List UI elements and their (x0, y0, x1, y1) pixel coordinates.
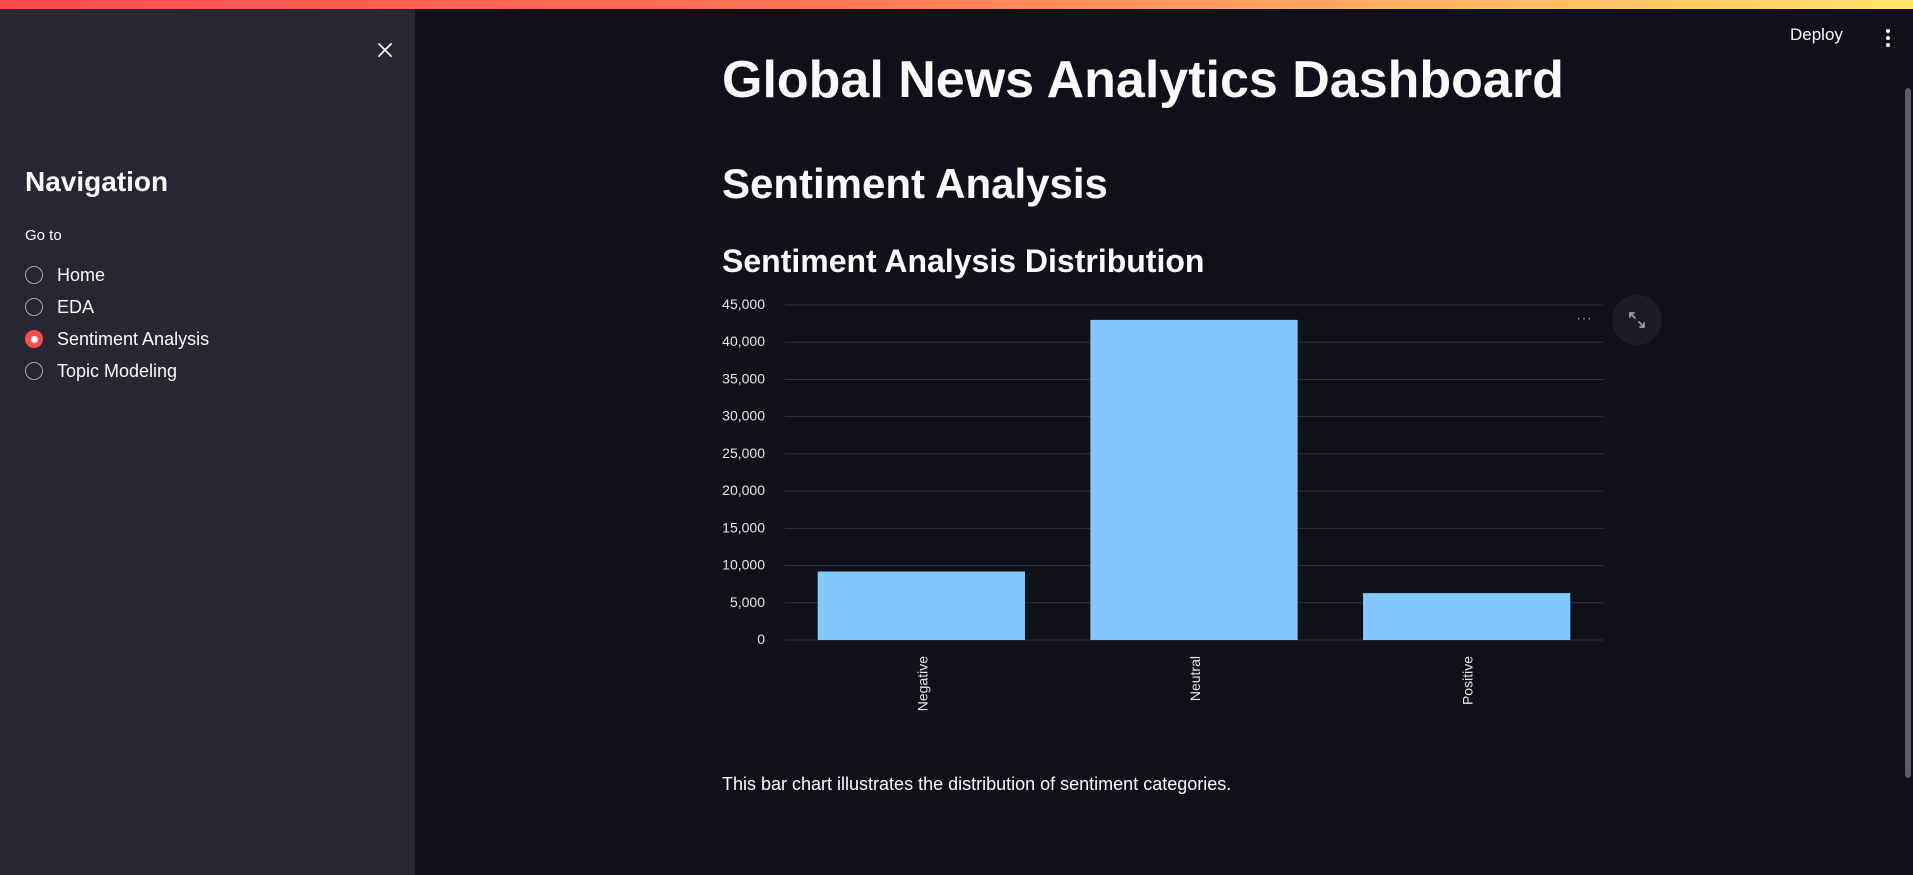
page-title: Global News Analytics Dashboard (722, 51, 1564, 109)
radio-option-label: Topic Modeling (57, 360, 178, 381)
radio-unchecked-icon[interactable] (25, 266, 43, 284)
y-tick-label: 40,000 (722, 333, 765, 349)
page-scrollbar[interactable] (1905, 88, 1911, 778)
sidebar-title: Navigation (25, 166, 169, 197)
y-tick-label: 10,000 (722, 557, 765, 573)
radio-option-home[interactable]: Home (25, 259, 385, 291)
chart-more-options-button[interactable]: ··· (1576, 310, 1592, 327)
y-tick-label: 20,000 (722, 482, 765, 498)
radio-group-label: Go to (25, 227, 62, 244)
bar-positive (1363, 593, 1571, 640)
deploy-button[interactable]: Deploy (1790, 25, 1843, 44)
radio-option-sentiment-analysis[interactable]: Sentiment Analysis (25, 323, 385, 355)
expand-icon (1629, 312, 1645, 328)
y-tick-label: 15,000 (722, 519, 765, 535)
fullscreen-button[interactable] (1612, 295, 1662, 345)
radio-option-eda[interactable]: EDA (25, 291, 385, 323)
y-tick-label: 0 (757, 631, 765, 647)
radio-option-label: EDA (57, 296, 95, 317)
navigation-radio-group: Home EDA Sentiment Analysis Topic Modeling (25, 259, 385, 387)
radio-option-topic-modeling[interactable]: Topic Modeling (25, 355, 385, 387)
top-decoration-stripe (0, 0, 1913, 9)
y-tick-label: 5,000 (730, 594, 765, 610)
y-tick-label: 30,000 (722, 408, 765, 424)
sentiment-bar-chart: 0 5,000 10,000 15,000 20,000 25,000 30,000 35,0… (722, 296, 1603, 711)
x-tick-label: Neutral (1187, 656, 1203, 701)
bar-negative (817, 571, 1025, 640)
y-tick-label: 35,000 (722, 370, 765, 386)
radio-option-label: Home (57, 264, 106, 285)
radio-checked-icon[interactable] (25, 330, 43, 348)
bar-neutral (1090, 319, 1298, 640)
close-sidebar-button[interactable] (372, 37, 398, 63)
chart-title: Sentiment Analysis Distribution (722, 243, 1205, 279)
radio-unchecked-icon[interactable] (25, 298, 43, 316)
close-icon (378, 43, 392, 57)
y-tick-label: 45,000 (722, 296, 765, 312)
radio-unchecked-icon[interactable] (25, 362, 43, 380)
kebab-menu-icon (1886, 29, 1890, 47)
chart-caption: This bar chart illustrates the distribut… (722, 774, 1232, 794)
x-tick-label: Positive (1460, 656, 1476, 705)
x-tick-label: Negative (914, 656, 930, 711)
main-menu-button[interactable] (1882, 26, 1894, 50)
sidebar: Navigation Go to Home EDA Sentiment Analys… (0, 9, 415, 875)
radio-option-label: Sentiment Analysis (57, 328, 210, 349)
section-title: Sentiment Analysis (722, 160, 1108, 207)
y-tick-label: 25,000 (722, 445, 765, 461)
